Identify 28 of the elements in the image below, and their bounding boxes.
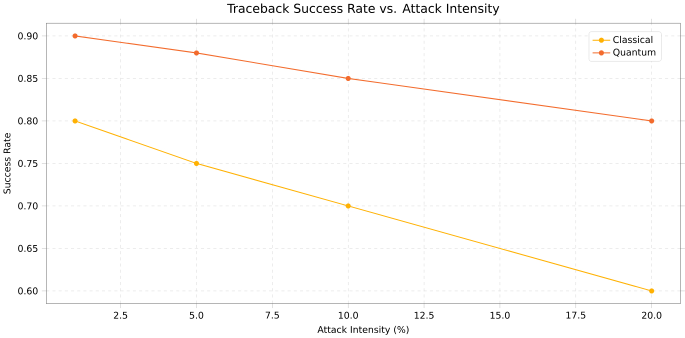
y-tick-label: 0.80 — [18, 117, 38, 124]
x-tick-label: 20.0 — [642, 312, 662, 319]
x-tick-label: 12.5 — [414, 312, 434, 319]
point — [346, 203, 351, 208]
point — [194, 160, 200, 166]
point — [194, 50, 200, 56]
y-tick-label: 0.70 — [18, 202, 38, 210]
x-tick-label: 7.5 — [266, 312, 279, 318]
x-tick-label: 5.0 — [190, 312, 204, 319]
x-tick-label: 17.5 — [566, 312, 586, 318]
y-axis-title: Success Rate — [3, 132, 10, 194]
y-tick-label: 0.65 — [18, 244, 38, 252]
point — [649, 288, 654, 294]
point — [72, 118, 78, 124]
chart-title: Traceback Success Rate vs. Attack Intensity — [227, 3, 500, 16]
y-tick-label: 0.85 — [18, 74, 38, 82]
x-tick-label: 2.5 — [114, 312, 128, 319]
y-tick-label: 0.90 — [18, 32, 38, 40]
y-tick-label: 0.75 — [18, 160, 38, 167]
y-tick-label: 0.60 — [18, 287, 38, 294]
legend-label: Quantum — [613, 48, 656, 57]
point — [72, 33, 78, 38]
legend-label: Classical — [613, 36, 652, 43]
x-tick-label: 15.0 — [490, 312, 510, 319]
x-axis-title: Attack Intensity (%) — [317, 326, 409, 335]
point — [346, 76, 351, 81]
x-tick-label: 10.0 — [338, 312, 358, 319]
point — [649, 118, 654, 124]
